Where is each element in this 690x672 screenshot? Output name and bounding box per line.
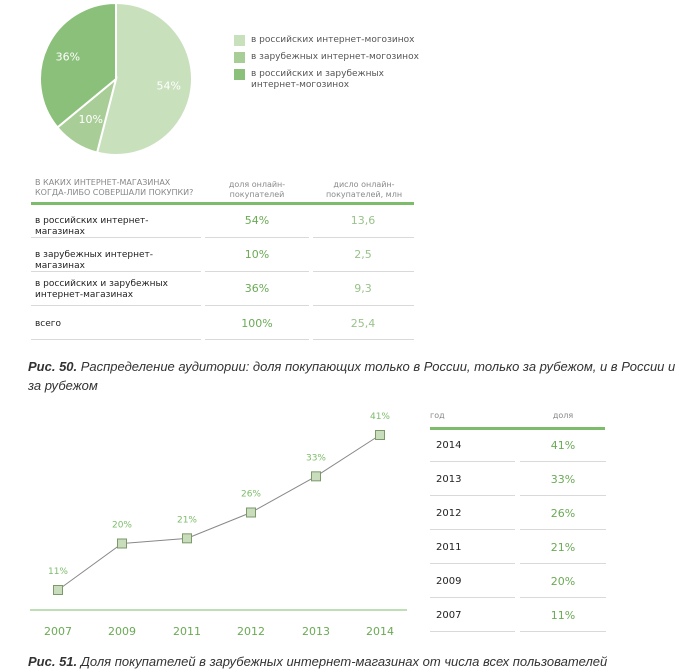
data-label: 33% <box>306 453 326 463</box>
row-divider <box>430 461 515 462</box>
x-tick-label: 2009 <box>108 625 136 638</box>
line-point <box>53 585 63 595</box>
x-tick-label: 2014 <box>366 625 394 638</box>
line-series <box>57 434 381 591</box>
line-point <box>246 507 256 518</box>
table1-share-header: доля онлайн-покупателей <box>228 180 286 199</box>
figure-51-caption: Рис. 51. Доля покупателей в зарубежных и… <box>28 652 688 671</box>
table2-row-share: 21% <box>550 541 576 554</box>
pie-slice-russian <box>95 1 193 156</box>
row-divider <box>31 271 201 272</box>
table1-row-label: в российских и зарубежных интернет-магаз… <box>35 279 168 300</box>
row-divider <box>520 597 606 598</box>
table2-row-share: 33% <box>550 473 576 486</box>
row-divider <box>520 529 606 530</box>
pie-chart: 54% 10% 36% <box>39 1 193 156</box>
figure-50-text: Распределение аудитории: доля покупающих… <box>28 359 676 393</box>
row-divider <box>313 237 414 238</box>
legend-label: в зарубежных интернет-могозинох <box>251 52 419 62</box>
row-divider <box>205 339 309 340</box>
table1-row-count: 2,5 <box>354 248 372 261</box>
table2-row-year: 2012 <box>436 508 462 519</box>
line-chart: 11% 2007 20% 2009 21% 2011 26% 2012 33% 2013 41% 20… <box>30 412 407 638</box>
data-label: 11% <box>48 567 68 577</box>
row-divider <box>313 339 414 340</box>
row-divider <box>205 271 309 272</box>
table1-row-label: в зарубежных интернет-магазинах <box>35 250 154 271</box>
row-divider <box>205 305 309 306</box>
figure-50-number: Рис. 50. <box>28 359 78 374</box>
data-label: 41% <box>370 412 390 422</box>
row-divider <box>520 563 606 564</box>
row-divider <box>520 495 606 496</box>
table2-row-year: 2013 <box>436 474 462 485</box>
table2-row-share: 11% <box>550 609 576 622</box>
line-point <box>182 533 192 544</box>
table2-row-share: 41% <box>550 439 576 452</box>
table1-header-rule <box>31 202 414 205</box>
pie-slice-label: 36% <box>56 50 80 63</box>
table2-row-year: 2009 <box>436 576 462 587</box>
row-divider <box>430 563 515 564</box>
table2-row-share: 20% <box>550 575 576 588</box>
data-label: 20% <box>112 521 132 531</box>
figure-50-caption: Рис. 50. Распределение аудитории: доля п… <box>28 357 683 395</box>
table1-row-share: 54% <box>244 214 270 227</box>
row-divider <box>313 305 414 306</box>
row-divider <box>430 529 515 530</box>
legend-swatch <box>234 35 245 46</box>
row-divider <box>31 305 201 306</box>
data-label: 21% <box>177 515 197 525</box>
line-point <box>117 538 127 549</box>
table2-header-rule <box>430 427 605 430</box>
row-divider <box>430 597 515 598</box>
row-divider <box>31 237 201 238</box>
table1-count-header: дисло онлайн-покупателей, млн <box>325 180 403 199</box>
line-point <box>375 430 385 440</box>
table2-share-header: доля <box>552 411 574 420</box>
row-divider <box>205 237 309 238</box>
table1-row-share: 36% <box>244 282 270 295</box>
legend-swatch <box>234 69 245 80</box>
figure-51-text: Доля покупателей в зарубежных интернет-м… <box>77 654 608 669</box>
table1-row-label: всего <box>35 319 62 329</box>
row-divider <box>313 271 414 272</box>
table1-row-share: 10% <box>244 248 270 261</box>
row-divider <box>430 631 515 632</box>
table1-row-share: 100% <box>241 317 273 330</box>
table1-row-count: 9,3 <box>354 282 372 295</box>
legend-label: в российских интернет-могозинох <box>251 35 415 45</box>
table1-question-header: в каких интернет-магазинах когда-либо со… <box>35 178 194 197</box>
table2-row-year: 2011 <box>436 542 462 553</box>
table2-year-header: год <box>430 411 445 420</box>
x-tick-label: 2007 <box>44 625 72 638</box>
data-label: 26% <box>241 490 261 500</box>
line-point <box>311 471 321 482</box>
row-divider <box>31 339 201 340</box>
pie-slice-label: 54% <box>157 80 181 93</box>
x-tick-label: 2012 <box>237 625 265 638</box>
x-tick-label: 2013 <box>302 625 330 638</box>
table2-row-year: 2014 <box>436 440 462 451</box>
legend-swatch <box>234 52 245 63</box>
figure-51-number: Рис. 51. <box>28 654 78 669</box>
pie-slice-both <box>39 1 117 129</box>
pie-slice-label: 10% <box>79 113 103 126</box>
table1-row-count: 13,6 <box>350 214 376 227</box>
table2-row-year: 2007 <box>436 610 462 621</box>
table1-row-count: 25,4 <box>350 317 376 330</box>
row-divider <box>430 495 515 496</box>
row-divider <box>520 461 606 462</box>
x-tick-label: 2011 <box>173 625 201 638</box>
table2-row-share: 26% <box>550 507 576 520</box>
row-divider <box>520 631 606 632</box>
legend-label: в российских и зарубежных интернет-могоз… <box>251 69 384 90</box>
table1-row-label: в российских интернет-магазинах <box>35 216 149 237</box>
